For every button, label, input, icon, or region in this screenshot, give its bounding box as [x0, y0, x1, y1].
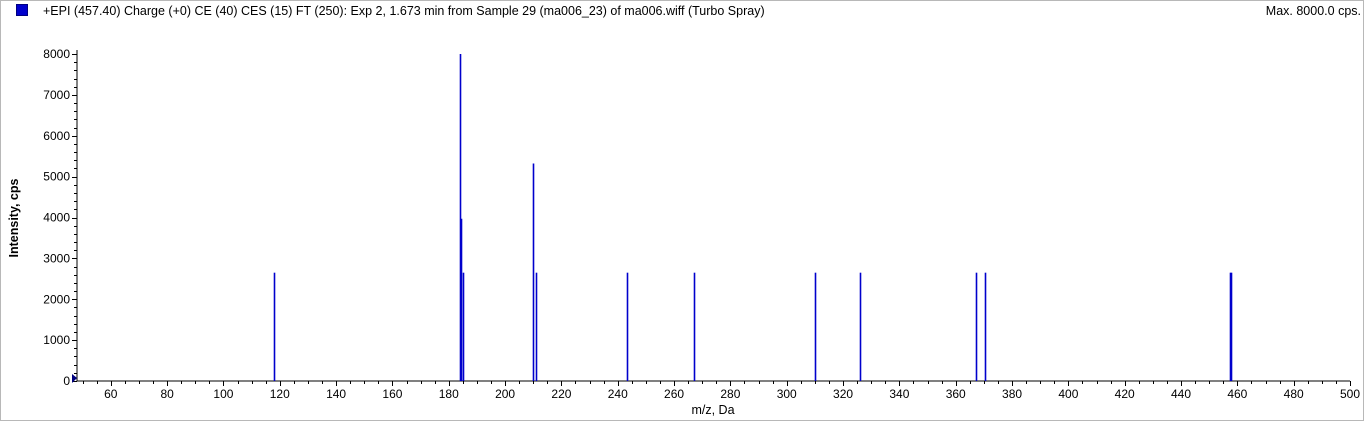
y-tick-label: 8000: [43, 47, 70, 61]
max-intensity-label: Max. 8000.0 cps.: [1265, 4, 1361, 18]
x-tick-label: 140: [326, 387, 346, 401]
x-tick-label: 320: [833, 387, 853, 401]
x-tick-label: 300: [777, 387, 797, 401]
x-tick-label: 100: [213, 387, 233, 401]
x-tick-label: 120: [270, 387, 290, 401]
x-tick-label: 500: [1340, 387, 1360, 401]
x-tick-label: 480: [1284, 387, 1304, 401]
x-tick-label: 440: [1171, 387, 1191, 401]
y-tick-label: 0: [63, 374, 70, 388]
x-axis: 60 80 100 120 140 160 180 200 220 240 260 280 300 320…: [77, 380, 1360, 401]
x-tick-label: 380: [1002, 387, 1022, 401]
x-tick-label: 460: [1227, 387, 1247, 401]
y-tick-label: 7000: [43, 88, 70, 102]
x-tick-label: 80: [160, 387, 174, 401]
x-tick-label: 200: [495, 387, 515, 401]
y-tick-label: 3000: [43, 251, 70, 265]
x-tick-label: 280: [720, 387, 740, 401]
cursor-marker: [72, 374, 77, 383]
y-tick-label: 1000: [43, 333, 70, 347]
x-tick-label: 400: [1058, 387, 1078, 401]
x-tick-label: 340: [889, 387, 909, 401]
x-tick-label: 180: [439, 387, 459, 401]
x-tick-label: 420: [1115, 387, 1135, 401]
chart-title: +EPI (457.40) Charge (+0) CE (40) CES (1…: [43, 4, 765, 18]
peaks: [273, 54, 1233, 381]
x-tick-label: 360: [946, 387, 966, 401]
x-tick-label: 240: [608, 387, 628, 401]
y-axis-label: Intensity, cps: [7, 178, 21, 257]
y-axis: 0 1000 2000 3000 4000 5000 6000 7000 8000: [43, 47, 78, 388]
y-tick-label: 4000: [43, 211, 70, 225]
legend-swatch: [16, 4, 28, 16]
x-tick-label: 220: [551, 387, 571, 401]
x-axis-label: m/z, Da: [691, 403, 734, 417]
y-tick-label: 5000: [43, 170, 70, 184]
x-tick-label: 160: [382, 387, 402, 401]
y-tick-label: 6000: [43, 129, 70, 143]
x-tick-label: 260: [664, 387, 684, 401]
x-tick-label: 60: [104, 387, 118, 401]
y-tick-label: 2000: [43, 292, 70, 306]
